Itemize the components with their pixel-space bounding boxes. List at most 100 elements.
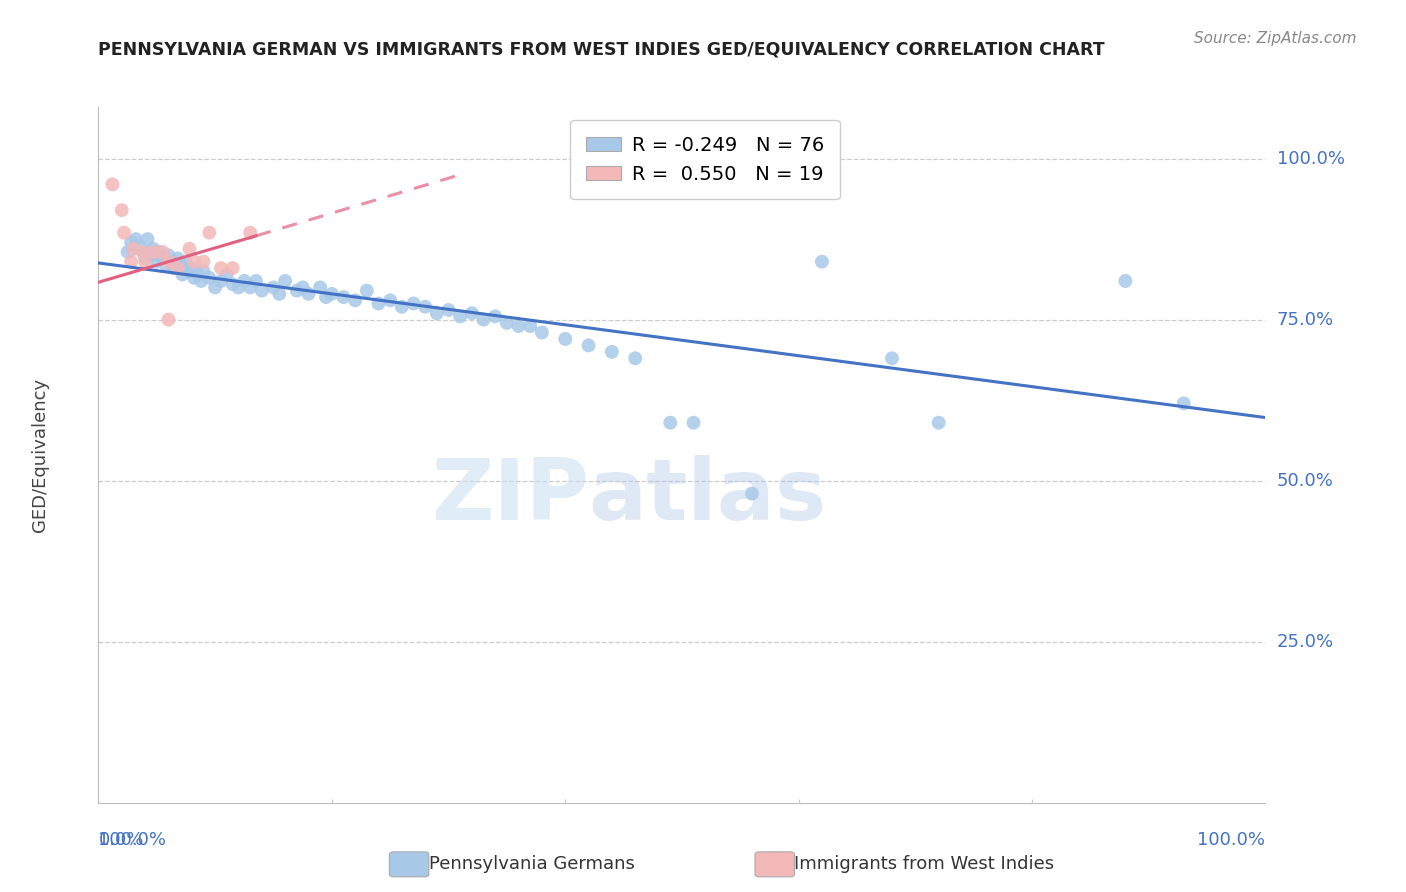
Point: [209, 261, 232, 276]
Point: [183, 270, 205, 285]
Point: [174, 256, 197, 270]
Point: [391, 300, 413, 314]
Point: [209, 274, 232, 288]
Point: [152, 252, 174, 266]
Point: [245, 274, 267, 288]
Point: [117, 244, 139, 259]
Legend: R = -0.249   N = 76, R =  0.550   N = 19: R = -0.249 N = 76, R = 0.550 N = 19: [571, 120, 841, 199]
Point: [142, 242, 165, 256]
Text: 25.0%: 25.0%: [1277, 632, 1334, 651]
Point: [624, 351, 647, 366]
Point: [508, 319, 530, 334]
Text: 100.0%: 100.0%: [1277, 150, 1344, 168]
Point: [132, 244, 155, 259]
Text: atlas: atlas: [589, 455, 827, 538]
Point: [204, 280, 226, 294]
Point: [426, 306, 449, 320]
Text: GED/Equivalency: GED/Equivalency: [31, 378, 49, 532]
Point: [309, 280, 332, 294]
Point: [163, 261, 186, 276]
Text: PENNSYLVANIA GERMAN VS IMMIGRANTS FROM WEST INDIES GED/EQUIVALENCY CORRELATION C: PENNSYLVANIA GERMAN VS IMMIGRANTS FROM W…: [98, 40, 1105, 58]
Point: [221, 261, 243, 276]
Point: [159, 254, 181, 268]
Point: [484, 310, 506, 324]
Point: [183, 254, 205, 268]
Point: [262, 280, 284, 294]
Text: Source: ZipAtlas.com: Source: ZipAtlas.com: [1194, 31, 1357, 46]
Point: [880, 351, 903, 366]
Point: [221, 277, 243, 292]
Point: [1173, 396, 1195, 410]
Point: [461, 306, 484, 320]
Point: [233, 274, 256, 288]
Point: [112, 226, 135, 240]
Point: [187, 268, 209, 282]
Point: [600, 344, 623, 359]
Point: [315, 290, 337, 304]
Point: [321, 286, 343, 301]
Point: [682, 416, 704, 430]
Point: [380, 293, 402, 308]
Point: [332, 290, 354, 304]
Point: [139, 248, 162, 262]
Point: [148, 244, 170, 259]
Text: 100.0%: 100.0%: [1198, 830, 1265, 848]
Point: [166, 261, 188, 276]
Text: 100.0%: 100.0%: [98, 830, 166, 848]
Point: [166, 252, 188, 266]
Point: [554, 332, 576, 346]
Point: [152, 244, 174, 259]
Text: ZIP: ZIP: [430, 455, 589, 538]
Point: [274, 274, 297, 288]
Point: [228, 280, 250, 294]
Text: Pennsylvania Germans: Pennsylvania Germans: [429, 855, 634, 873]
Text: 75.0%: 75.0%: [1277, 310, 1334, 328]
Point: [239, 280, 262, 294]
Point: [811, 254, 834, 268]
Point: [155, 258, 177, 272]
Point: [659, 416, 682, 430]
Point: [122, 242, 145, 256]
Point: [190, 274, 212, 288]
Point: [250, 284, 273, 298]
Point: [122, 242, 145, 256]
Text: 50.0%: 50.0%: [1277, 472, 1333, 490]
Point: [136, 232, 159, 246]
Point: [198, 226, 221, 240]
Point: [172, 268, 194, 282]
Point: [143, 244, 166, 259]
Point: [269, 286, 291, 301]
Point: [132, 244, 155, 259]
Point: [180, 261, 202, 276]
Point: [291, 280, 314, 294]
Text: 0.0%: 0.0%: [98, 830, 143, 848]
Point: [128, 238, 150, 252]
Point: [239, 226, 262, 240]
Point: [193, 264, 215, 278]
Point: [356, 284, 378, 298]
Point: [297, 286, 319, 301]
Point: [120, 254, 142, 268]
Point: [157, 312, 180, 326]
Point: [741, 486, 763, 500]
Point: [285, 284, 308, 298]
Point: [367, 296, 389, 310]
Point: [449, 310, 471, 324]
Text: Immigrants from West Indies: Immigrants from West Indies: [794, 855, 1054, 873]
Point: [179, 242, 201, 256]
Point: [530, 326, 553, 340]
Point: [134, 254, 156, 268]
Point: [472, 312, 495, 326]
Point: [179, 264, 201, 278]
Point: [134, 252, 156, 266]
Point: [125, 232, 148, 246]
Point: [402, 296, 425, 310]
Point: [215, 268, 238, 282]
Point: [578, 338, 600, 352]
Point: [496, 316, 519, 330]
Point: [519, 319, 541, 334]
Point: [120, 235, 142, 250]
Point: [146, 254, 169, 268]
Point: [344, 293, 367, 308]
Point: [413, 300, 436, 314]
